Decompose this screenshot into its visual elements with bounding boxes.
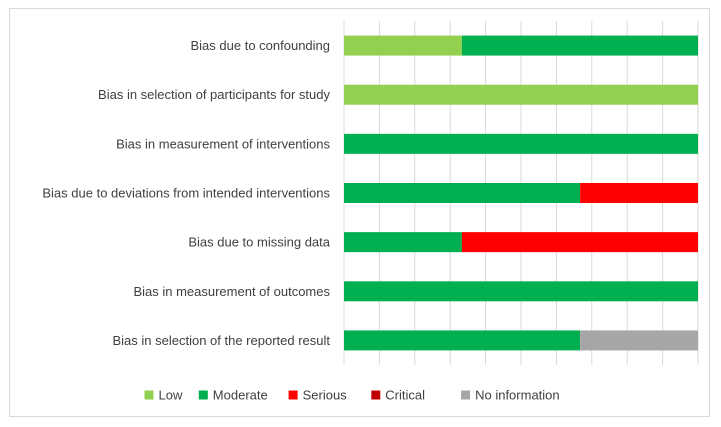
category-labels: Bias due to confounding Bias in selection…	[42, 38, 330, 348]
legend-label: Moderate	[213, 388, 268, 403]
category-label: Bias due to confounding	[191, 38, 331, 53]
legend-label: Low	[159, 388, 183, 403]
category-label: Bias in selection of the reported result	[112, 333, 330, 348]
bar-segment	[580, 330, 698, 351]
legend: Low Moderate Serious Critical No information	[144, 388, 560, 403]
bars	[344, 35, 698, 351]
legend-label: No information	[475, 388, 560, 403]
risk-of-bias-chart: Bias due to confounding Bias in selection…	[42, 21, 699, 403]
bar-segment	[344, 35, 462, 56]
legend-swatch	[461, 390, 471, 400]
bar-segment	[344, 281, 698, 302]
category-label: Bias due to missing data	[188, 235, 330, 250]
legend-item: Moderate	[198, 388, 268, 403]
legend-swatch	[144, 390, 154, 400]
bar-segment	[344, 232, 462, 253]
legend-label: Serious	[303, 388, 348, 403]
legend-label: Critical	[385, 388, 425, 403]
legend-item: Low	[144, 388, 183, 403]
legend-swatch	[288, 390, 298, 400]
bar-segment	[344, 84, 698, 105]
category-label: Bias in selection of participants for st…	[98, 87, 330, 102]
legend-swatch	[371, 390, 381, 400]
legend-item: Serious	[288, 388, 348, 403]
bar-segment	[344, 183, 581, 203]
bar-segment	[344, 330, 581, 351]
legend-item: Critical	[371, 388, 425, 403]
chart-frame: Bias due to confounding Bias in selection…	[9, 8, 710, 417]
category-label: Bias in measurement of interventions	[116, 136, 330, 151]
bar-segment	[461, 232, 698, 253]
bar-segment	[344, 133, 698, 154]
bar-segment	[461, 35, 698, 56]
category-label: Bias due to deviations from intended int…	[42, 186, 330, 201]
bar-segment	[580, 183, 698, 203]
category-label: Bias in measurement of outcomes	[133, 284, 330, 299]
legend-item: No information	[461, 388, 560, 403]
legend-swatch	[198, 390, 208, 400]
